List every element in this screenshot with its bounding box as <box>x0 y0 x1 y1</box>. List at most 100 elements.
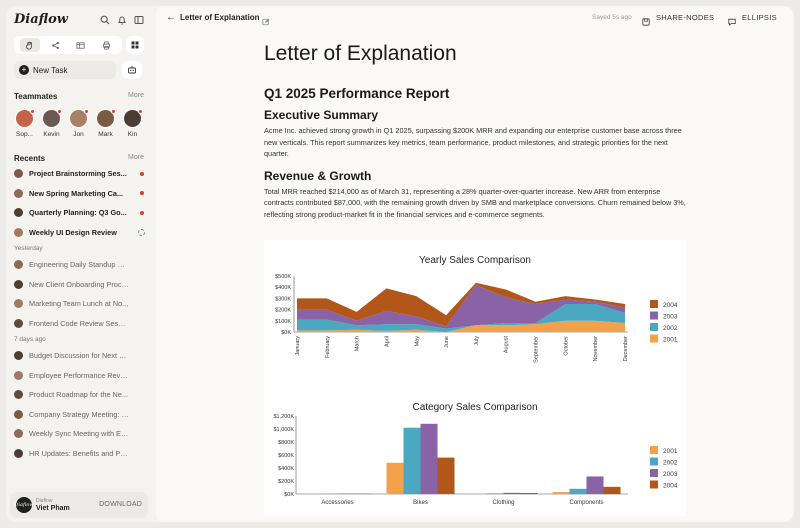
list-item[interactable]: HR Updates: Benefits and Pol... <box>14 444 146 464</box>
apps-grid-button[interactable] <box>126 36 144 54</box>
teammate-name: Kin <box>127 131 138 138</box>
online-dot <box>30 109 35 114</box>
share-button[interactable]: SHARE-NODES <box>656 13 715 22</box>
bell-icon[interactable] <box>117 15 127 25</box>
legend-label: 2003 <box>663 314 678 321</box>
chart-title: Yearly Sales Comparison <box>419 255 531 266</box>
list-item-label: Product Roadmap for the Ne... <box>29 390 128 400</box>
list-item[interactable]: Company Strategy Meeting: F... <box>14 405 146 425</box>
list-item-label: New Client Onboarding Proce... <box>29 279 129 289</box>
list-item[interactable]: Marketing Team Lunch at No... <box>14 294 146 314</box>
recents-more-link[interactable]: More <box>128 154 144 161</box>
save-icon[interactable] <box>642 13 650 26</box>
x-tick-label: December <box>623 336 629 362</box>
online-dot <box>111 109 116 114</box>
grid-icon <box>130 40 140 50</box>
download-button[interactable]: DOWNLOAD <box>99 501 142 508</box>
ellipsis-button[interactable]: ELLIPSIS <box>742 13 777 22</box>
avatar <box>96 109 116 128</box>
printer-icon[interactable] <box>96 38 116 52</box>
main-panel: ← Letter of Explanation Saved 5s ago SHA… <box>156 6 794 522</box>
back-arrow-icon[interactable]: ← <box>166 12 176 23</box>
legend-swatch <box>650 334 658 343</box>
report-subtitle: Q1 2025 Performance Report <box>264 86 450 101</box>
section-paragraph: Acme Inc. achieved strong growth in Q1 2… <box>264 126 682 158</box>
teammates-list: Sop... Kevin Jon Mark Kin <box>14 109 143 138</box>
x-tick-label: January <box>295 336 301 356</box>
bar-2003-components <box>586 476 604 494</box>
list-item-label: Weekly UI Design Review <box>29 227 117 237</box>
avatar <box>15 109 35 128</box>
avatar <box>14 370 23 380</box>
share-icon[interactable] <box>45 38 65 52</box>
group-heading: 7 days ago <box>14 336 46 343</box>
bar-2001-components <box>552 492 570 494</box>
table-icon[interactable] <box>71 38 91 52</box>
x-tick-label: August <box>504 336 510 354</box>
y-tick-label: $0K <box>284 492 294 498</box>
new-task-label: New Task <box>33 65 68 75</box>
teammate[interactable]: Sop... <box>14 109 35 138</box>
edit-icon[interactable] <box>262 13 270 26</box>
new-task-button[interactable]: + New Task <box>14 61 116 79</box>
avatar: Diaflow <box>14 497 34 513</box>
legend-label: 2002 <box>663 325 678 332</box>
teammate[interactable]: Kevin <box>41 109 62 138</box>
x-tick-label: November <box>593 336 599 362</box>
list-item[interactable]: Engineering Daily Standup M... <box>14 255 146 275</box>
list-item[interactable]: Weekly Sync Meeting with En... <box>14 424 146 444</box>
user-brand: Diaflow <box>36 498 53 504</box>
avatar <box>14 227 23 237</box>
x-tick-label: June <box>444 336 450 348</box>
unread-dot <box>140 171 144 176</box>
list-item-label: Engineering Daily Standup M... <box>29 260 129 270</box>
list-item[interactable]: Frontend Code Review Session <box>14 314 146 334</box>
list-item[interactable]: Quarterly Planning: Q3 Go... <box>14 203 146 223</box>
list-item-label: Project Brainstorming Ses... <box>29 169 127 179</box>
document-toolbar: ← Letter of Explanation Saved 5s ago SHA… <box>156 6 794 28</box>
group-heading: Yesterday <box>14 245 43 252</box>
list-item[interactable]: Weekly UI Design Review <box>14 223 146 243</box>
online-dot <box>84 109 89 114</box>
list-item[interactable]: New Client Onboarding Proce... <box>14 275 146 295</box>
sidebar-toggle-icon[interactable] <box>134 15 144 25</box>
list-item[interactable]: Employee Performance Revie... <box>14 366 146 386</box>
list-item[interactable]: New Spring Marketing Ca... <box>14 184 146 204</box>
section-paragraph: Total MRR reached $214,000 as of March 3… <box>264 186 686 219</box>
list-item[interactable]: Project Brainstorming Ses... <box>14 164 146 184</box>
avatar <box>14 260 23 270</box>
legend-label: 2004 <box>663 302 678 309</box>
legend-swatch <box>650 457 658 466</box>
list-item[interactable]: Product Roadmap for the Ne... <box>14 385 146 405</box>
hand-icon[interactable] <box>19 38 40 52</box>
document-name: Letter of Explanation <box>180 13 260 22</box>
x-tick-label: Clothing <box>492 500 514 506</box>
y-tick-label: $1,000K <box>274 427 295 433</box>
list-item-label: Frontend Code Review Session <box>29 318 129 328</box>
recents-heading: Recents <box>14 154 46 163</box>
list-item[interactable]: Budget Discussion for Next Q... <box>14 346 146 366</box>
y-tick-label: $800K <box>278 440 294 446</box>
section-heading: Executive Summary <box>264 108 379 122</box>
area-series-2002 <box>297 304 625 332</box>
area-series-2003 <box>297 284 625 329</box>
legend-swatch <box>650 480 658 489</box>
x-tick-label: April <box>384 336 390 347</box>
teammate[interactable]: Kin <box>122 109 143 138</box>
bar-2002-components <box>569 488 587 494</box>
unread-dot <box>140 191 144 196</box>
bar-2003-bikes <box>420 423 438 494</box>
teammate-name: Kevin <box>43 131 60 138</box>
comment-icon[interactable] <box>728 13 736 26</box>
x-tick-label: February <box>325 336 331 358</box>
unread-dot <box>140 210 144 215</box>
teammate-name: Jon <box>73 131 84 138</box>
teammate[interactable]: Mark <box>95 109 116 138</box>
list-item-label: Employee Performance Revie... <box>29 370 129 380</box>
teammates-more-link[interactable]: More <box>128 92 144 99</box>
teammate[interactable]: Jon <box>68 109 89 138</box>
user-card[interactable]: Diaflow Diaflow Viet Pham DOWNLOAD <box>10 492 148 518</box>
search-icon[interactable] <box>100 15 110 25</box>
charts-panel: Yearly Sales Comparison $0K $100K $200K $300… <box>264 240 686 516</box>
agent-button[interactable] <box>122 61 142 79</box>
